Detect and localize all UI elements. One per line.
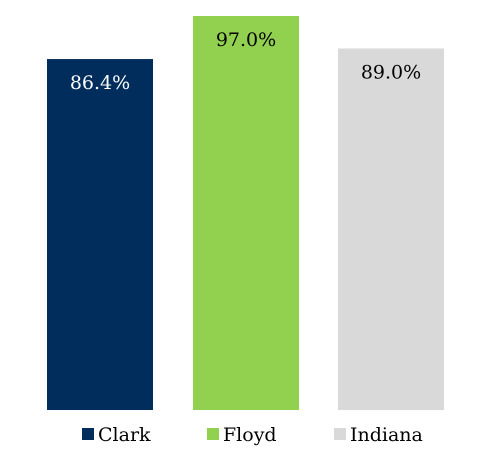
data-label-indiana: 89.0% <box>361 61 421 83</box>
bars-group <box>47 16 444 411</box>
legend-swatch-clark <box>82 428 94 440</box>
data-label-clark: 86.4% <box>70 72 130 94</box>
legend: Clark Floyd Indiana <box>82 424 423 446</box>
legend-label-indiana: Indiana <box>350 424 423 446</box>
bar-clark <box>47 59 153 411</box>
bar-floyd <box>193 16 299 410</box>
data-label-floyd: 97.0% <box>216 29 276 51</box>
legend-label-floyd: Floyd <box>223 424 277 446</box>
data-labels-group: 86.4% 97.0% 89.0% <box>70 29 421 94</box>
legend-swatch-indiana <box>334 428 346 440</box>
legend-label-clark: Clark <box>98 424 151 446</box>
legend-swatch-floyd <box>207 428 219 440</box>
bar-indiana <box>338 48 444 411</box>
